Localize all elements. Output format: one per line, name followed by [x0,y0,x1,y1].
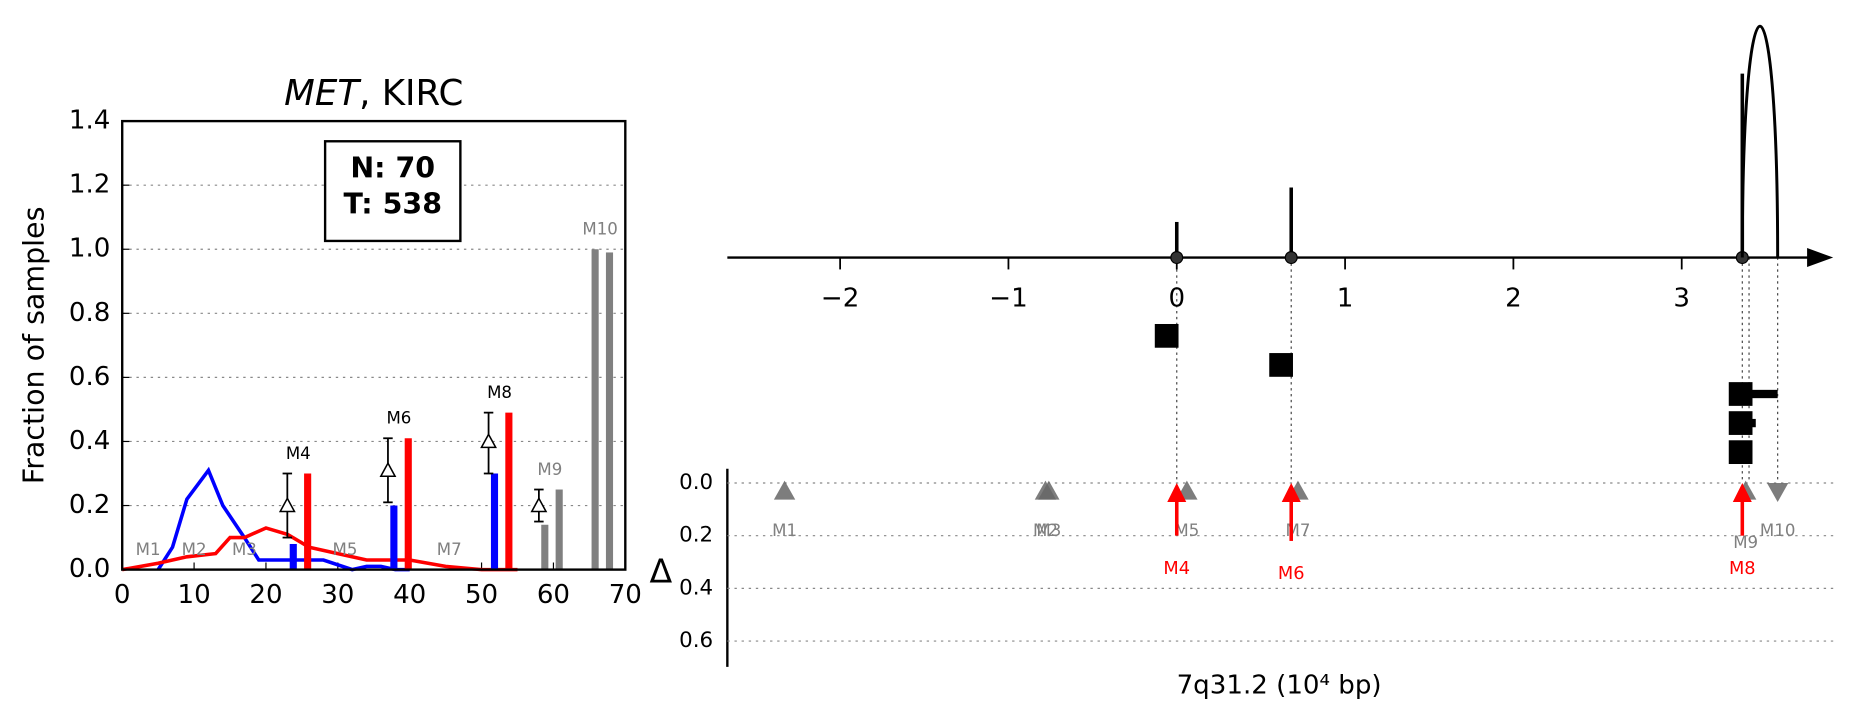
module-label: M3 [1036,521,1061,540]
module-label: M5 [1174,521,1199,540]
bar [404,438,412,570]
y-tick-label: 1.0 [69,234,111,264]
x-tick-label: 1 [1337,284,1354,314]
arrow-head [1167,482,1187,502]
module-label: M10 [1760,521,1795,540]
delta-marker [379,461,397,478]
module-label: M1 [136,540,161,559]
y-tick-label: 0.8 [69,298,111,328]
x-tick-label: 3 [1673,284,1690,314]
peak-dot [1284,251,1298,265]
bar [555,489,563,570]
bar [490,473,499,570]
x-tick-label: 50 [465,580,498,610]
segment-square [1728,382,1753,406]
y-tick-label: 1.2 [69,170,111,200]
x-tick-label: 30 [321,580,354,610]
x-tick-label: −2 [821,284,859,314]
legend-text: N: 70 [350,152,435,185]
module-label: M3 [232,540,257,559]
module-label: M8 [487,383,512,402]
arrow-label: M8 [1729,558,1756,579]
x-tick-label: 20 [249,580,282,610]
y-tick-label: 0.2 [69,490,111,520]
bar [289,543,297,570]
legend-text: T: 538 [343,187,442,220]
x-tick-label: −1 [989,284,1027,314]
delta-marker [530,496,548,513]
y-tick-label: 0.6 [679,628,713,653]
segment-square [1728,440,1753,465]
y-axis-label: Fraction of samples [18,207,51,485]
axis-arrow [1807,248,1834,268]
peak-dot [1170,251,1184,265]
title-rest: , KIRC [359,73,463,114]
x-tick-label: 0 [1168,284,1185,314]
module-triangle [1038,480,1060,500]
arrow-head [1281,482,1301,502]
y-tick-label: 0.6 [69,362,111,392]
y-tick-label: 1.4 [69,106,111,136]
module-label: M1 [772,521,797,540]
y-tick-label: 0.4 [69,426,111,456]
arrow-label: M4 [1163,558,1190,579]
bar [541,524,549,570]
segment-square [1728,411,1753,435]
module-label: M7 [437,540,462,559]
x-tick-label: 2 [1505,284,1522,314]
bar [505,412,513,570]
module-triangle [773,480,796,500]
line [156,466,410,572]
module-label: M2 [1033,521,1058,540]
module-label: M9 [1733,533,1758,552]
x-tick-label: 40 [393,580,426,610]
segment-square [1269,353,1293,377]
title-gene: MET [284,73,362,114]
module-label: M6 [386,409,411,428]
module-label: M4 [286,444,311,463]
module-label: M10 [582,220,617,239]
y-tick-label: 0.2 [679,523,713,548]
y-tick-label: 0.0 [69,554,111,584]
bar [591,249,599,570]
module-label: M7 [1285,521,1310,540]
delta-marker [278,496,296,513]
segment-bar [1740,389,1778,399]
module-label: M2 [182,540,207,559]
y-tick-label: 0.4 [679,575,713,600]
module-label: M5 [333,540,358,559]
chart-title: MET, KIRC [284,73,463,114]
arrow-label: M6 [1278,563,1305,584]
bar [304,473,312,570]
bar [605,252,614,570]
y-axis-label: Δ [650,552,673,591]
arrow-head [1732,482,1752,502]
x-axis-label: 7q31.2 (10⁴ bp) [1177,670,1382,700]
bar [390,505,398,570]
delta-marker [480,432,497,449]
x-tick-label: 60 [537,580,570,610]
x-tick-label: 10 [177,580,210,610]
module-triangle [1766,482,1789,502]
module-label: M9 [537,460,562,479]
x-tick-label: 0 [114,580,131,610]
arc [1740,24,1780,258]
y-tick-label: 0.0 [679,470,713,495]
plot-frame [121,119,627,571]
legend-box [323,140,462,243]
segment-square [1154,323,1179,348]
x-tick-label: 70 [609,580,642,610]
